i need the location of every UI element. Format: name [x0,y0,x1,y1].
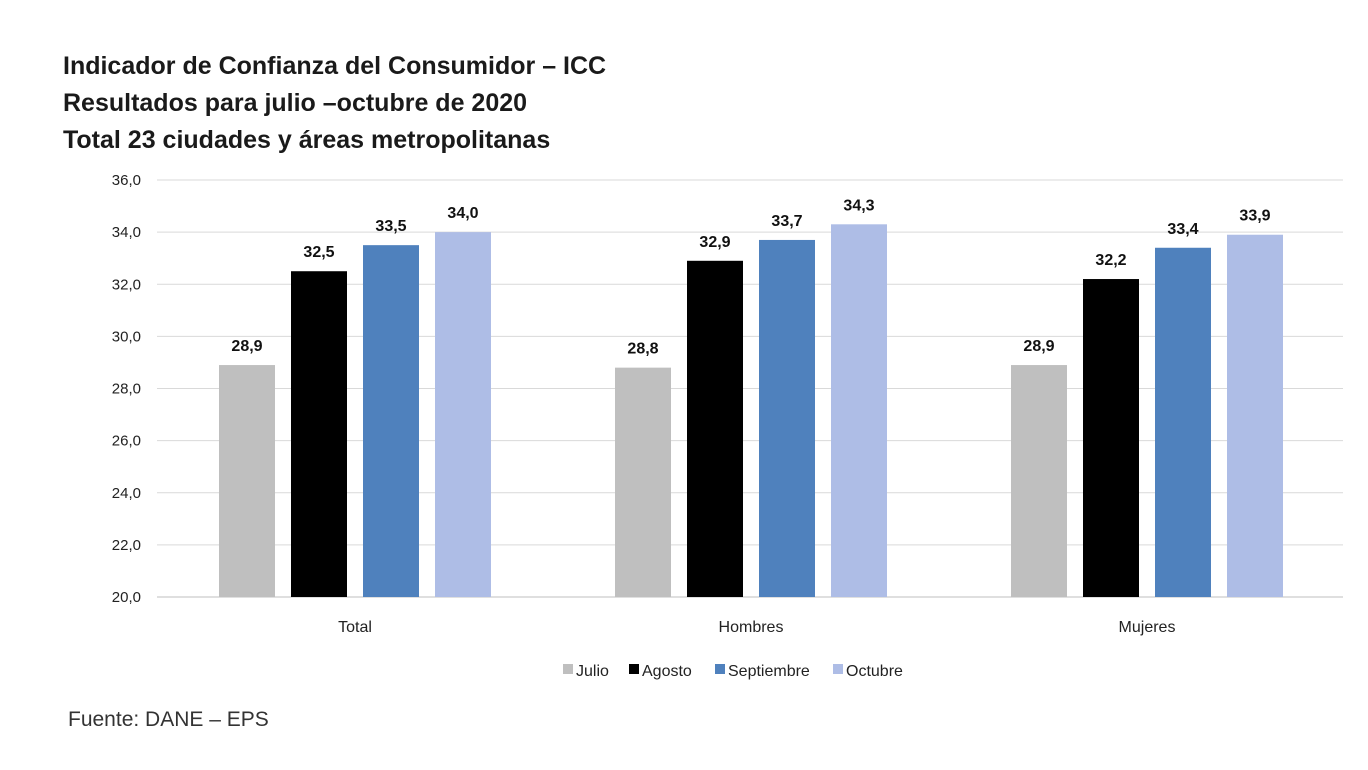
data-label: 28,9 [231,338,262,355]
y-tick-label: 24,0 [112,485,141,502]
data-label: 34,3 [843,197,874,214]
bar-septiembre-hombres [759,239,815,597]
bar-agosto-hombres [687,260,743,597]
legend-label-julio: Julio [576,663,609,680]
y-tick-label: 36,0 [112,172,141,189]
legend-swatch-septiembre [715,664,725,674]
bar-octubre-hombres [831,224,887,597]
data-label: 32,5 [303,244,334,261]
y-tick-label: 28,0 [112,381,141,398]
bar-septiembre-mujeres [1155,247,1211,597]
legend-label-agosto: Agosto [642,663,692,680]
bar-octubre-total [435,232,491,597]
y-tick-label: 34,0 [112,224,141,241]
legend-swatch-agosto [629,664,639,674]
y-tick-label: 26,0 [112,433,141,450]
y-tick-label: 30,0 [112,328,141,345]
bar-agosto-mujeres [1083,279,1139,597]
bar-julio-mujeres [1011,365,1067,597]
legend-swatch-julio [563,664,573,674]
data-label: 33,4 [1167,221,1198,238]
bar-octubre-mujeres [1227,234,1283,597]
chart-subtitle-period: Resultados para julio –octubre de 2020 [63,89,528,117]
data-label: 28,8 [627,341,658,358]
source-note: Fuente: DANE – EPS [68,708,269,731]
bar-agosto-total [291,271,347,597]
chart-titles: Indicador de Confianza del Consumidor – … [63,48,606,159]
bar-julio-hombres [615,367,671,597]
y-tick-label: 20,0 [112,589,141,606]
x-category-label: Total [338,619,372,636]
x-category-label: Mujeres [1119,619,1176,636]
legend-label-octubre: Octubre [846,663,903,680]
data-label: 33,7 [771,213,802,230]
data-label: 33,9 [1239,208,1270,225]
data-label: 33,5 [375,218,406,235]
data-label: 32,2 [1095,252,1126,269]
bar-julio-total [219,365,275,597]
chart-title: Indicador de Confianza del Consumidor – … [63,52,607,80]
bar-septiembre-total [363,245,419,597]
legend-label-septiembre: Septiembre [728,663,810,680]
chart-subtitle-coverage: Total 23 ciudades y áreas metropolitanas [63,126,551,154]
data-label: 32,9 [699,234,730,251]
data-label: 34,0 [447,205,478,222]
data-label: 28,9 [1023,338,1054,355]
x-category-label: Hombres [719,619,784,636]
y-tick-label: 22,0 [112,537,141,554]
legend-swatch-octubre [833,664,843,674]
y-tick-label: 32,0 [112,276,141,293]
